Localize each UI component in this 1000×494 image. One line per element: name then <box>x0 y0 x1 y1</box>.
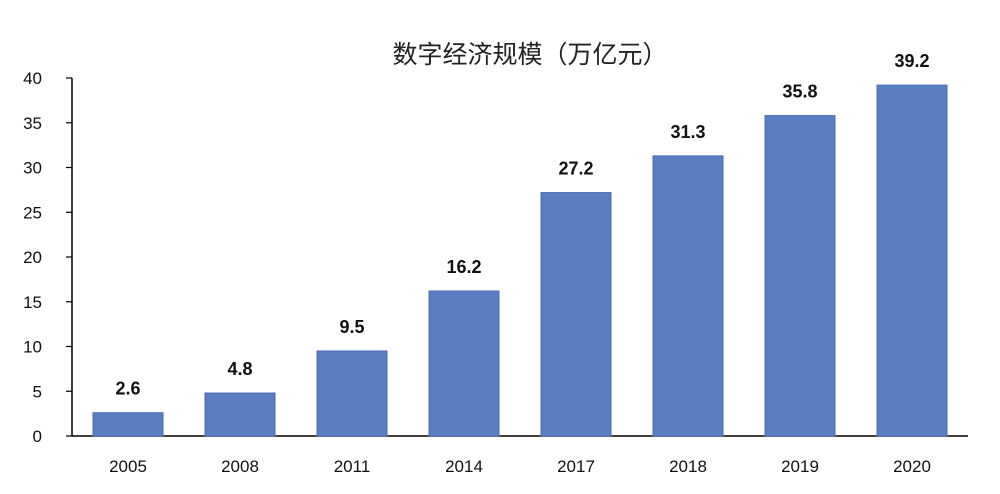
y-tick-label: 15 <box>23 293 42 312</box>
data-labels: 2.6 4.8 9.5 16.2 27.2 31.3 35.8 39.2 <box>115 51 929 399</box>
x-tick-label-2008: 2008 <box>221 457 259 476</box>
bar-2019 <box>764 115 836 437</box>
y-tick-label: 40 <box>23 69 42 88</box>
bars <box>92 84 948 437</box>
y-tick-label: 0 <box>33 427 42 446</box>
x-tick-label-2005: 2005 <box>109 457 147 476</box>
y-tick-label: 10 <box>23 338 42 357</box>
bar-2018 <box>652 155 724 437</box>
y-tick-label: 20 <box>23 248 42 267</box>
y-tick-label: 35 <box>23 114 42 133</box>
x-tick-label-2011: 2011 <box>334 457 371 476</box>
bar-2005 <box>92 412 164 437</box>
x-tick-label-2018: 2018 <box>669 457 707 476</box>
x-tick-label-2019: 2019 <box>781 457 819 476</box>
bar-2014 <box>428 290 500 437</box>
data-label-2005: 2.6 <box>115 379 140 399</box>
x-tick-label-2020: 2020 <box>893 457 931 476</box>
x-tick-label-2014: 2014 <box>445 457 483 476</box>
data-label-2020: 39.2 <box>894 51 929 71</box>
data-label-2008: 4.8 <box>227 359 252 379</box>
data-label-2019: 35.8 <box>782 82 817 102</box>
chart-title: 数字经济规模（万亿元） <box>392 40 667 69</box>
bar-2020 <box>876 84 948 437</box>
x-axis: 2005 2008 2011 2014 2017 2018 2019 2020 <box>72 435 968 476</box>
bar-2011 <box>316 350 388 437</box>
y-tick-label: 5 <box>33 382 42 401</box>
x-tick-label-2017: 2017 <box>557 457 595 476</box>
bar-2017 <box>540 192 612 437</box>
data-label-2011: 9.5 <box>339 317 364 337</box>
y-tick-label: 25 <box>23 203 42 222</box>
data-label-2017: 27.2 <box>558 159 593 179</box>
y-axis: 0 5 10 15 20 25 30 35 40 <box>23 69 73 446</box>
data-label-2014: 16.2 <box>446 257 481 277</box>
y-tick-label: 30 <box>23 159 42 178</box>
bar-2008 <box>204 392 276 437</box>
data-label-2018: 31.3 <box>670 122 705 142</box>
